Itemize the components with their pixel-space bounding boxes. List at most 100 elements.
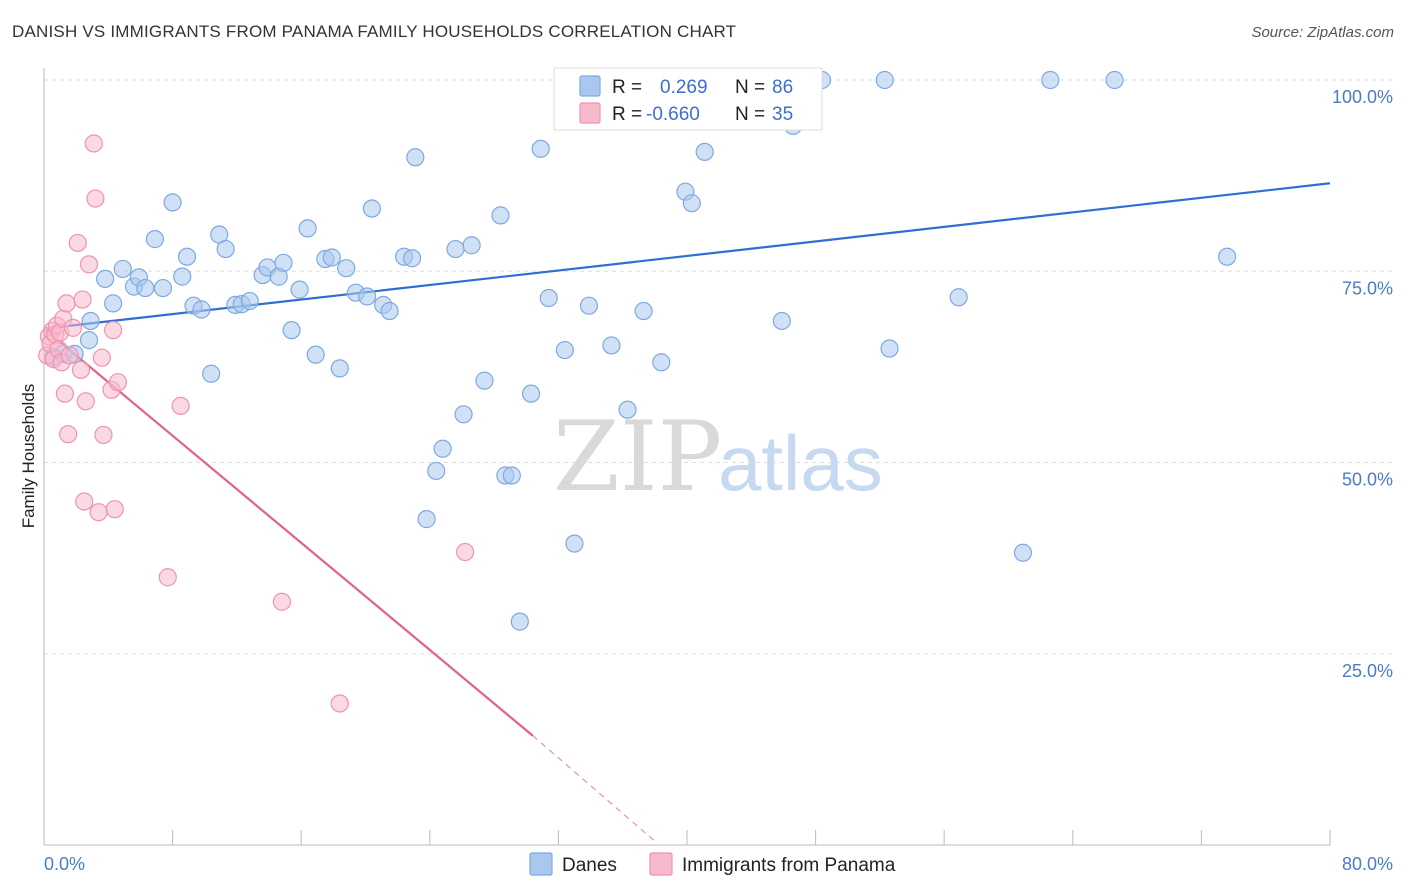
point-danes-64 [634,301,653,321]
correlation-legend: R = 0.269 N = 86 R = -0.660 N = 35 [553,67,823,131]
watermark-zip: ZIP [553,401,722,513]
point-danes-63 [618,400,637,419]
point-danes-23 [240,291,259,311]
point-danes-7 [113,259,132,279]
point-danes-31 [306,345,325,364]
point-danes-28 [282,321,301,340]
point-danes-47 [446,239,465,259]
trend-line-danes [43,182,1331,330]
point-danes-44 [417,510,436,529]
point-panama-29 [105,500,124,519]
legend-panama-n-value: 35 [772,104,793,125]
y-tick-label-50: 50.0% [1342,470,1393,490]
bottom-legend-swatch-danes [529,852,553,876]
y-tick-label-25: 25.0% [1342,661,1393,681]
point-danes-18 [202,364,221,383]
point-panama-23 [86,189,105,208]
axis-ticks: 25.0% 50.0% 75.0% 100.0% 0.0% 80.0% [43,87,1393,874]
bottom-legend-danes: Danes [562,855,617,876]
point-danes-37 [358,287,377,306]
point-danes-48 [454,405,473,424]
point-danes-30 [298,219,317,238]
watermark: ZIP atlas [553,401,883,513]
point-danes-78 [949,288,968,307]
x-tick-label-max: 80.0% [1342,854,1393,874]
point-panama-13 [59,425,78,444]
point-danes-29 [290,280,309,299]
point-danes-33 [322,248,341,267]
point-panama-32 [171,396,190,415]
point-danes-45 [427,461,446,481]
point-danes-54 [510,612,529,631]
point-panama-26 [94,425,113,445]
point-danes-27 [274,253,293,272]
legend-danes-r-value: 0.269 [660,77,708,98]
point-danes-55 [521,384,541,403]
point-danes-53 [502,466,521,485]
legend-panama-n-label: N = [735,104,765,125]
legend-danes-n-label: N = [735,77,765,98]
point-danes-77 [880,339,899,358]
legend-danes-n-value: 86 [772,77,793,98]
chart-title: DANISH VS IMMIGRANTS FROM PANAMA FAMILY … [12,22,737,41]
point-panama-31 [158,568,177,587]
point-danes-20 [216,239,235,259]
point-danes-14 [173,267,192,286]
point-panama-20 [76,392,95,411]
trend-lines [43,182,1331,842]
point-danes-61 [579,296,599,315]
point-danes-51 [491,206,510,225]
point-danes-76 [875,70,894,90]
point-panama-24 [89,503,108,522]
series-legend: Danes Immigrants from Panama [529,852,896,876]
point-danes-82 [1218,247,1237,266]
bottom-legend-panama: Immigrants from Panama [682,855,896,876]
point-danes-4 [81,311,100,331]
point-panama-16 [68,233,87,253]
point-panama-12 [57,294,76,313]
point-panama-11 [55,384,74,403]
point-danes-56 [531,139,550,158]
point-danes-5 [95,269,115,288]
point-danes-42 [403,249,422,268]
point-danes-38 [362,199,382,218]
data-points [38,70,1237,713]
point-danes-15 [177,247,197,266]
point-danes-46 [433,439,452,458]
point-danes-11 [145,230,165,249]
trend-line-panama [43,327,534,737]
bottom-legend-swatch-panama [649,852,673,876]
point-danes-35 [337,259,356,278]
legend-panama-r-value: -0.660 [646,104,700,125]
point-panama-21 [79,255,99,274]
point-danes-59 [565,534,584,553]
point-danes-13 [163,193,182,212]
point-panama-28 [104,321,123,340]
point-danes-34 [330,359,349,378]
legend-panama-r-label: R = [612,104,642,125]
point-panama-25 [92,348,111,367]
point-danes-81 [1105,70,1124,90]
point-danes-62 [602,336,621,355]
point-panama-22 [84,134,103,153]
point-danes-80 [1041,70,1060,90]
point-danes-10 [136,278,155,298]
point-danes-70 [695,142,714,162]
point-danes-57 [539,288,558,308]
point-danes-6 [104,294,123,313]
point-panama-14 [60,346,79,365]
point-danes-49 [462,236,481,255]
legend-swatch-danes [579,75,601,97]
point-panama-18 [73,290,92,309]
point-danes-40 [380,301,399,321]
x-tick-label-min: 0.0% [44,854,85,874]
point-panama-30 [108,373,128,392]
trend-line-panama-extension [532,735,656,842]
point-panama-17 [71,360,91,380]
point-danes-50 [475,371,494,390]
point-danes-73 [772,311,791,331]
point-danes-69 [682,194,701,213]
y-tick-label-100: 100.0% [1332,87,1393,107]
point-panama-35 [456,542,475,562]
